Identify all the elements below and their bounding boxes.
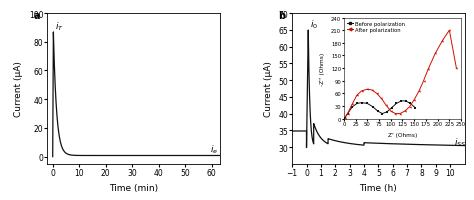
Text: $i_T$: $i_T$ — [55, 21, 64, 33]
Y-axis label: Current (μA): Current (μA) — [14, 61, 23, 117]
Text: a: a — [34, 11, 40, 21]
Text: $i_e$: $i_e$ — [210, 143, 219, 155]
Text: $i_{SS}$: $i_{SS}$ — [455, 136, 467, 148]
Text: b: b — [278, 11, 285, 21]
Text: $i_0$: $i_0$ — [310, 18, 318, 31]
X-axis label: Time (h): Time (h) — [359, 183, 397, 192]
X-axis label: Time (min): Time (min) — [109, 183, 158, 192]
Y-axis label: Current (μA): Current (μA) — [264, 61, 273, 117]
